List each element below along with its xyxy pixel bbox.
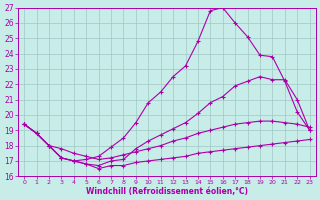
- X-axis label: Windchill (Refroidissement éolien,°C): Windchill (Refroidissement éolien,°C): [86, 187, 248, 196]
